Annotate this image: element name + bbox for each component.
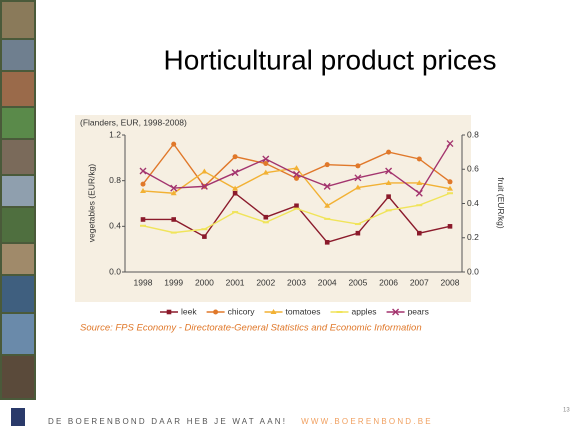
x-tick-label: 2005 bbox=[348, 277, 367, 287]
photo-strip bbox=[0, 0, 36, 441]
y-tick-label: 1.2 bbox=[109, 129, 121, 139]
footer-url: WWW.BOERENBOND.BE bbox=[301, 417, 433, 426]
y-tick-label: 0.4 bbox=[109, 221, 121, 231]
marker bbox=[263, 161, 268, 166]
legend: leek chicory tomatoes apples pears bbox=[160, 306, 429, 316]
marker bbox=[171, 142, 176, 147]
x-tick-label: 2004 bbox=[318, 277, 337, 287]
legend-label: apples bbox=[352, 306, 377, 316]
x-tick-label: 2003 bbox=[287, 277, 306, 287]
chart-background bbox=[75, 115, 471, 302]
x-tick-label: 2006 bbox=[379, 277, 398, 287]
slide-title: Horticultural product prices bbox=[163, 44, 496, 75]
legend-label: leek bbox=[181, 306, 197, 316]
marker bbox=[325, 162, 330, 167]
marker bbox=[167, 310, 172, 315]
source-note: Source: FPS Economy - Directorate-Genera… bbox=[80, 323, 422, 334]
marker bbox=[213, 310, 218, 315]
x-tick-label: 1998 bbox=[134, 277, 153, 287]
marker bbox=[294, 203, 299, 208]
y2-tick-label: 0.4 bbox=[467, 198, 479, 208]
page-number: 13 bbox=[563, 408, 570, 414]
y-tick-label: 0.8 bbox=[109, 175, 121, 185]
marker bbox=[141, 217, 146, 222]
marker bbox=[417, 156, 422, 161]
footer-slogan: DE BOERENBOND DAAR HEB JE WAT AAN! bbox=[48, 417, 287, 426]
y2-axis-label: fruit (EUR/kg) bbox=[496, 177, 506, 229]
marker bbox=[355, 163, 360, 168]
marker bbox=[264, 215, 269, 220]
slide: Horticultural product prices (Flanders, … bbox=[0, 0, 584, 441]
x-tick-label: 2000 bbox=[195, 277, 214, 287]
x-tick-label: 2007 bbox=[410, 277, 429, 287]
y2-tick-label: 0.6 bbox=[467, 164, 479, 174]
x-tick-label: 1999 bbox=[164, 277, 183, 287]
marker bbox=[386, 150, 391, 155]
x-tick-label: 2001 bbox=[226, 277, 245, 287]
marker bbox=[448, 224, 453, 229]
y-tick-label: 0.0 bbox=[109, 266, 121, 276]
y-axis-label: vegetables (EUR/kg) bbox=[86, 164, 96, 243]
marker bbox=[356, 231, 361, 236]
y2-tick-label: 0.0 bbox=[467, 266, 479, 276]
marker bbox=[386, 194, 391, 199]
marker bbox=[233, 191, 238, 196]
marker bbox=[325, 240, 330, 245]
marker bbox=[448, 179, 453, 184]
marker bbox=[202, 234, 207, 239]
y2-tick-label: 0.8 bbox=[467, 129, 479, 139]
x-tick-label: 2008 bbox=[441, 277, 460, 287]
marker bbox=[233, 154, 238, 159]
y2-tick-label: 0.2 bbox=[467, 232, 479, 242]
legend-label: chicory bbox=[228, 306, 256, 316]
chart-subtitle: (Flanders, EUR, 1998-2008) bbox=[80, 117, 187, 127]
legend-label: pears bbox=[408, 306, 429, 316]
marker bbox=[417, 231, 422, 236]
marker bbox=[171, 217, 176, 222]
marker bbox=[141, 182, 146, 187]
legend-label: tomatoes bbox=[286, 306, 321, 316]
x-tick-label: 2002 bbox=[256, 277, 275, 287]
